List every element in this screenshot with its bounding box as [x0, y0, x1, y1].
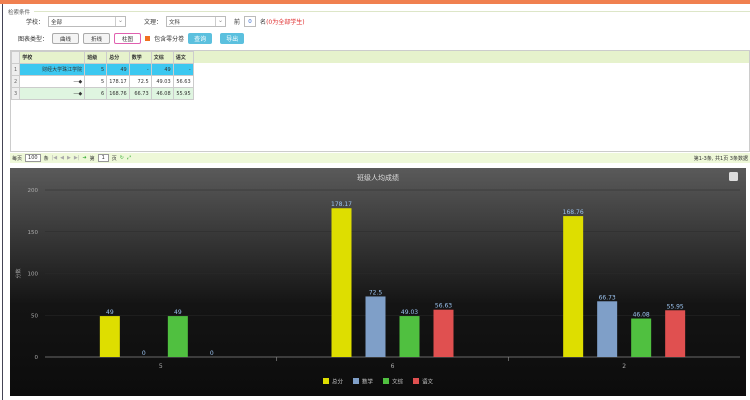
- chart-type-curve-button[interactable]: 曲线: [52, 33, 80, 44]
- column-header[interactable]: 数学: [128, 51, 152, 64]
- legend-swatch: [353, 378, 359, 384]
- left-border: [2, 4, 3, 400]
- legend-swatch: [323, 378, 329, 384]
- table-row[interactable]: 3 —◆ 6 168.76 66.73 46.08 55.95: [10, 87, 194, 100]
- y-tick-label: 200: [28, 188, 39, 194]
- refresh-icon[interactable]: ↻: [119, 155, 124, 161]
- legend-label: 文综: [392, 378, 404, 386]
- chart-type-line-button[interactable]: 折线: [83, 33, 111, 44]
- y-axis-label: 分数: [15, 268, 22, 278]
- y-tick-label: 100: [28, 272, 39, 278]
- data-label: 178.17: [331, 201, 352, 208]
- legend-swatch: [413, 378, 419, 384]
- data-label: 56.63: [435, 303, 452, 310]
- search-panel-legend: 检索条件: [8, 10, 31, 16]
- bar: [665, 310, 686, 357]
- data-label: 49: [106, 309, 114, 316]
- prev-page-icon[interactable]: ◀: [60, 155, 64, 161]
- chevron-down-icon: ⌄: [115, 17, 125, 26]
- data-label: 49: [174, 309, 182, 316]
- bar-chart: 班级人均成绩分数 0 50 100 150 200 5 49 0 49 0 6 178.17 72.5 49…: [10, 168, 746, 396]
- data-label: 0: [142, 350, 146, 357]
- column-header[interactable]: 文综: [150, 51, 174, 64]
- last-page-icon[interactable]: ▶|: [73, 155, 80, 161]
- data-label: 46.08: [633, 312, 650, 319]
- bar: [433, 309, 454, 357]
- bar: [399, 316, 420, 357]
- top-accent-bar: [0, 0, 750, 4]
- table-row[interactable]: 2 —◆ 5 178.17 72.5 49.03 56.63: [10, 75, 194, 88]
- bar: [631, 318, 652, 357]
- include-zero-checkbox[interactable]: [145, 36, 151, 41]
- legend-swatch: [383, 378, 389, 384]
- pager-summary: 第1-3条, 共1页 3条数据: [693, 155, 748, 162]
- data-label: 66.73: [599, 294, 616, 301]
- data-label: 55.95: [667, 303, 684, 310]
- search-panel: 检索条件 学校： 全部 ⌄ 文理： 文科 ⌄ 前 0 名 (0为全部学生) 图表类型：…: [8, 8, 750, 168]
- school-select[interactable]: 全部 ⌄: [48, 16, 127, 27]
- legend-label: 数学: [362, 378, 374, 386]
- result-grid: 学校 班级 总分 数学 文综 语文 1 财经大学珠江学院 5 49-49- 2 —◆ 5 1…: [10, 50, 750, 152]
- first-page-icon[interactable]: |◀: [51, 155, 58, 161]
- x-tick-label: 5: [159, 363, 163, 370]
- per-page-select[interactable]: 100: [25, 154, 41, 162]
- y-tick-label: 150: [28, 230, 39, 236]
- expand-icon[interactable]: ⤢: [126, 155, 131, 161]
- bar: [365, 296, 386, 357]
- legend-label: 语文: [422, 378, 434, 386]
- subject-select[interactable]: 文科 ⌄: [166, 16, 227, 27]
- column-header[interactable]: 语文: [172, 51, 194, 64]
- chart-title: 班级人均成绩: [357, 173, 399, 182]
- next-page-icon[interactable]: ▶: [66, 155, 71, 161]
- export-button[interactable]: 导出: [220, 33, 245, 44]
- chart-type-bar-button[interactable]: 柱图: [114, 33, 142, 44]
- pager: 每页 100 条 |◀ ◀ ▶ ▶| ➜ 第 1 页 ↻ ⤢ 第1-3条, 共1…: [10, 153, 750, 163]
- x-tick-label: 2: [622, 363, 626, 370]
- column-header[interactable]: 学校: [19, 51, 86, 64]
- subject-label: 文理：: [144, 19, 163, 26]
- y-tick-label: 0: [35, 355, 39, 361]
- bar: [331, 208, 352, 357]
- bar: [563, 216, 584, 357]
- menu-icon[interactable]: [729, 172, 738, 181]
- legend-label: 总分: [332, 378, 344, 386]
- column-header[interactable]: 班级: [84, 51, 108, 64]
- go-icon[interactable]: ➜: [82, 155, 87, 161]
- page-input[interactable]: 1: [97, 154, 109, 162]
- bar: [99, 316, 120, 357]
- data-label: 0: [210, 350, 214, 357]
- top-n-input[interactable]: 0: [244, 16, 257, 27]
- query-button[interactable]: 查询: [188, 33, 213, 44]
- school-label: 学校：: [26, 19, 45, 26]
- x-tick-label: 6: [391, 363, 395, 370]
- bar: [597, 301, 618, 357]
- bar: [167, 316, 188, 357]
- y-tick-label: 50: [31, 313, 38, 319]
- data-label: 72.5: [369, 289, 383, 296]
- table-row[interactable]: 1 财经大学珠江学院 5 49-49-: [10, 63, 194, 76]
- column-header[interactable]: 总分: [106, 51, 130, 64]
- chevron-down-icon: ⌄: [215, 17, 225, 26]
- data-label: 49.03: [401, 309, 418, 316]
- data-label: 168.76: [563, 209, 584, 216]
